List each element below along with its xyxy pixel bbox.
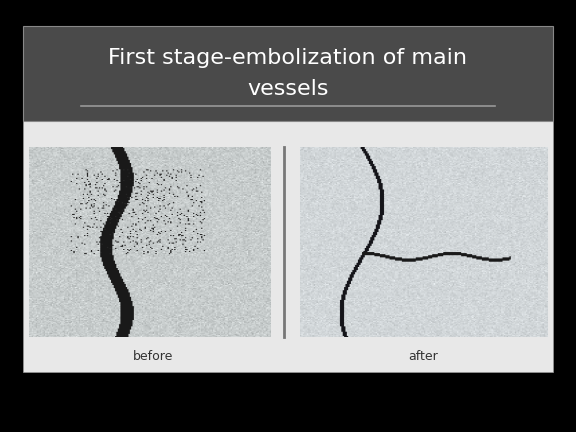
Bar <box>23 26 553 121</box>
Text: after: after <box>408 350 438 363</box>
Text: vessels: vessels <box>247 79 329 98</box>
Text: before: before <box>132 350 173 363</box>
Bar <box>23 60 553 372</box>
Text: First stage-embolization of main: First stage-embolization of main <box>108 48 468 68</box>
